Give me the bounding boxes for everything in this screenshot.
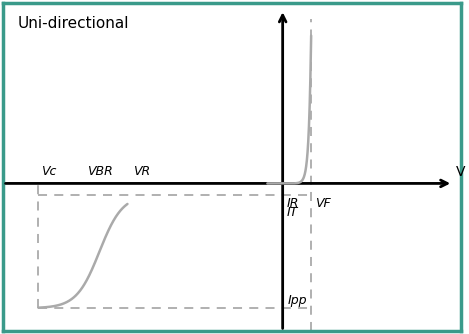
Text: Vc: Vc — [41, 165, 56, 177]
Text: VF: VF — [315, 197, 331, 209]
Text: V: V — [456, 165, 465, 179]
Text: VBR: VBR — [87, 165, 113, 177]
Text: Ipp: Ipp — [288, 294, 307, 307]
Text: Uni-directional: Uni-directional — [18, 16, 129, 31]
Text: VR: VR — [133, 165, 150, 177]
Text: IR: IR — [287, 197, 299, 209]
Text: IT: IT — [287, 206, 298, 219]
